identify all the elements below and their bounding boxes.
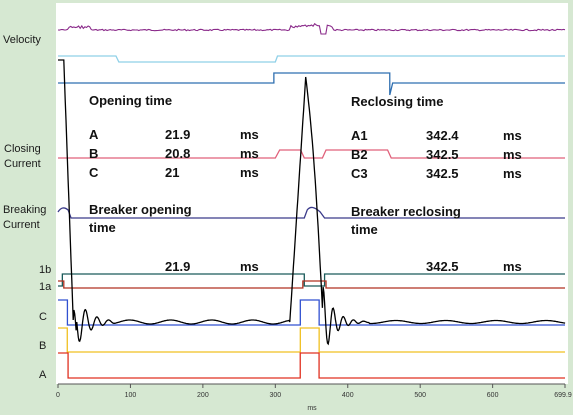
opening-unit-c: ms <box>240 165 259 180</box>
reclosing-value-b2: 342.5 <box>426 147 459 162</box>
breaker-opening-value: 21.9 <box>165 259 190 274</box>
opening-value-b: 20.8 <box>165 146 190 161</box>
breaker-reclosing-label-line1: Breaker reclosing <box>351 204 461 219</box>
x-tick-label: 0 <box>56 392 60 399</box>
breaker-reclosing-unit: ms <box>503 259 522 274</box>
label-closing-current-line1: Closing <box>4 143 41 155</box>
opening-value-a: 21.9 <box>165 127 190 142</box>
breaker-opening-unit: ms <box>240 259 259 274</box>
phase-c-trace <box>58 299 565 326</box>
reclosing-unit-b2: ms <box>503 147 522 162</box>
label-1b: 1b <box>39 264 51 276</box>
reclosing-value-c3: 342.5 <box>426 166 459 181</box>
breaker-reclosing-label: Breaker reclosing time <box>351 204 464 237</box>
reclosing-phase-a1: A1 <box>351 128 368 143</box>
opening-unit-b: ms <box>240 146 259 161</box>
aux-1b-trace <box>58 273 565 287</box>
reclosing-time-title: Reclosing time <box>351 94 443 109</box>
x-tick-label: 699.9 <box>554 392 572 399</box>
motion-trace <box>58 59 566 346</box>
breaker-reclosing-label-line2: time <box>351 222 378 237</box>
travel-lower-trace <box>58 72 565 96</box>
reclosing-value-a1: 342.4 <box>426 128 459 143</box>
reclosing-phase-b2: B2 <box>351 147 368 162</box>
x-axis: 0 100 200 300 400 500 600 699.9 <box>56 383 572 399</box>
breaker-opening-label: Breaker opening time <box>89 202 195 235</box>
opening-unit-a: ms <box>240 127 259 142</box>
x-tick-label: 500 <box>414 392 426 399</box>
label-1a: 1a <box>39 281 52 293</box>
label-closing-current-line2: Current <box>4 158 41 170</box>
label-phase-c: C <box>39 311 47 323</box>
phase-b-trace <box>58 327 565 353</box>
label-breaking-current-line1: Breaking <box>3 204 46 216</box>
opening-phase-a: A <box>89 127 99 142</box>
label-phase-b: B <box>39 340 46 352</box>
breaker-opening-label-line1: Breaker opening <box>89 202 192 217</box>
trace-group <box>57 22 566 379</box>
x-tick-label: 400 <box>342 392 354 399</box>
opening-value-c: 21 <box>165 165 179 180</box>
label-closing-current: Closing Current <box>4 143 44 170</box>
x-axis-title: ms <box>307 405 317 412</box>
velocity-trace <box>57 22 566 35</box>
x-tick-label: 200 <box>197 392 209 399</box>
x-tick-label: 600 <box>487 392 499 399</box>
reclosing-unit-c3: ms <box>503 166 522 181</box>
reclosing-unit-a1: ms <box>503 128 522 143</box>
label-breaking-current-line2: Current <box>3 219 40 231</box>
opening-phase-b: B <box>89 146 98 161</box>
opening-time-title: Opening time <box>89 93 172 108</box>
aux-1a-trace <box>58 280 565 289</box>
label-breaking-current: Breaking Current <box>3 204 49 231</box>
label-velocity: Velocity <box>3 34 41 46</box>
x-tick-label: 300 <box>269 392 281 399</box>
breaker-reclosing-value: 342.5 <box>426 259 459 274</box>
x-tick-label: 100 <box>125 392 137 399</box>
label-phase-a: A <box>39 369 47 381</box>
travel-upper-trace <box>58 55 565 63</box>
reclosing-phase-c3: C3 <box>351 166 368 181</box>
breaker-opening-label-line2: time <box>89 220 116 235</box>
plot-area <box>56 3 568 384</box>
phase-a-trace <box>58 352 565 379</box>
opening-phase-c: C <box>89 165 99 180</box>
breaking-current-trace <box>57 206 565 219</box>
